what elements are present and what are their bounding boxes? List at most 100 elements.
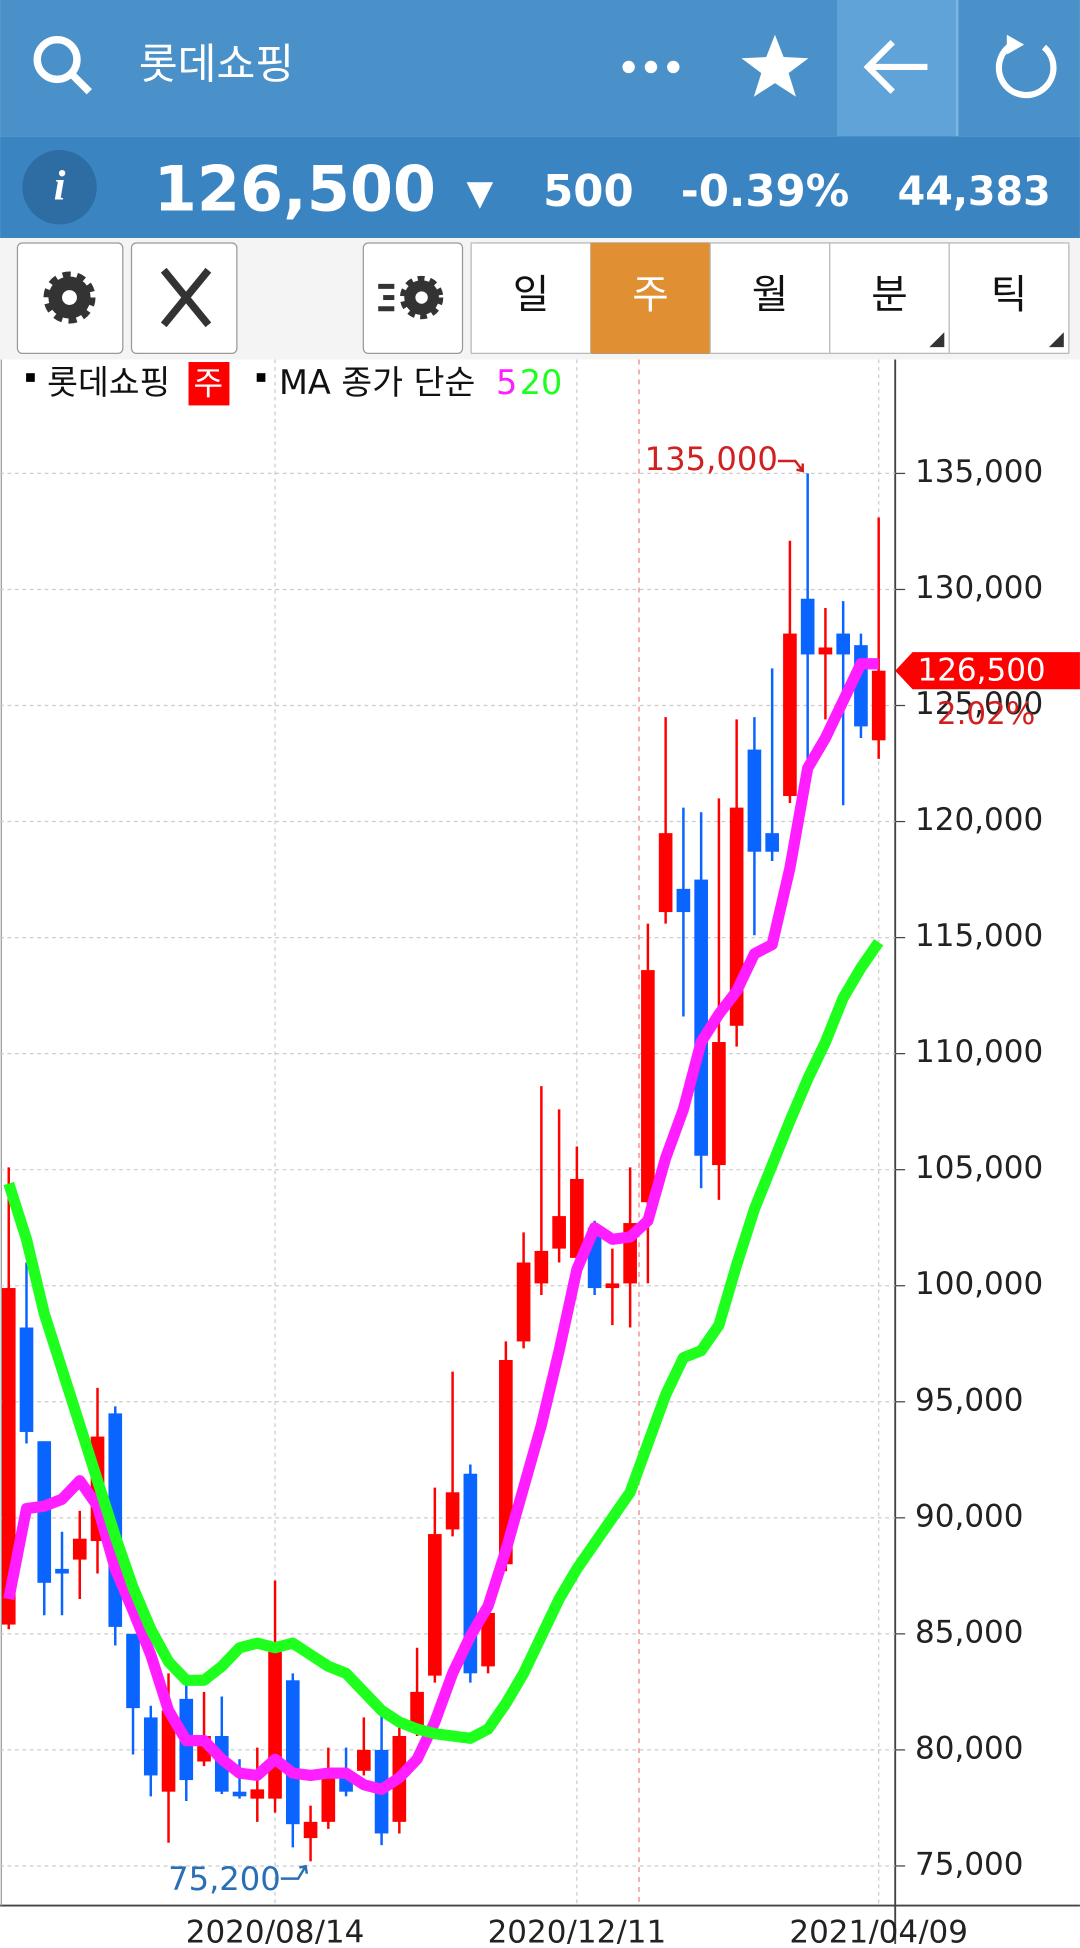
y-tick-label: 105,000 [915,1150,1043,1186]
search-icon[interactable] [33,35,92,95]
candle-body [285,1680,300,1825]
candle-body [481,1612,495,1667]
candle-body [250,1789,265,1799]
candle-body [410,1691,424,1730]
y-tick-label: 130,000 [915,570,1043,606]
candle-body [747,749,762,852]
volume: 44,383 [898,169,1051,215]
info-icon: i [54,162,66,209]
candle-body [712,1042,726,1166]
y-tick-label: 115,000 [915,918,1043,954]
candle-body [836,633,850,655]
y-tick-label: 110,000 [915,1034,1043,1070]
tab-label: 월 [752,272,788,318]
more-icon[interactable] [622,60,680,74]
candle-body [499,1360,513,1565]
tab-corner [1048,332,1064,348]
y-tick-label: 85,000 [915,1614,1023,1650]
period-badge-text: 주 [194,365,224,403]
ma-line [3,658,879,1795]
candle-body [321,1775,336,1822]
candle-body [303,1821,318,1839]
high-annotation: 135,000 [645,440,778,478]
candle-body [818,647,833,655]
tab[interactable] [829,242,950,354]
ma-label: MA 종가 단순 [279,363,475,402]
tab-label: 일 [513,272,549,318]
y-tick-label: 125,000 [915,686,1043,722]
x-tick-label: 2020/12/11 [488,1915,667,1944]
refresh-icon[interactable] [995,42,1057,99]
tab-label: 분 [871,272,907,318]
candle-body [694,879,708,1156]
candle-body [800,598,815,655]
candle-body [126,1633,140,1709]
x-tick-label: 2021/04/09 [789,1915,968,1944]
candle-body [534,1250,549,1284]
tab-label: 틱 [991,272,1027,318]
x-tick-label: 2020/08/14 [186,1915,365,1944]
low-annotation: 75,200 [168,1860,281,1898]
candle-body [605,1283,620,1289]
candle-body [72,1538,87,1560]
candle-body [55,1568,69,1574]
candle-body [37,1441,52,1583]
y-tick-label: 95,000 [915,1382,1023,1418]
change-pct: -0.39% [681,167,849,217]
candle-body [783,633,797,797]
price-tag-label: 126,500 [918,652,1046,688]
candle-body [641,970,655,1203]
tab-corner [929,332,945,348]
y-tick-label: 75,000 [915,1846,1023,1882]
price: 126,500 [154,152,436,225]
legend-name: 롯데쇼핑 [47,363,170,402]
tab[interactable] [470,242,592,354]
candle-body [268,1650,282,1799]
price-tag [895,652,1080,690]
legend-ma: 5 [496,363,517,402]
period-badge [188,362,230,406]
legend-ma: 20 [520,363,563,402]
tab[interactable] [590,243,711,354]
info-button[interactable] [22,150,97,225]
y-tick-label: 100,000 [915,1266,1043,1302]
low-arrow [280,1864,309,1880]
legend-marker [26,373,35,382]
candle-body [516,1262,531,1342]
stock-title: 롯데쇼핑 [139,39,294,88]
tab-label: 주 [632,272,668,318]
refresh-arrow [1006,34,1025,55]
gear-icon [43,271,96,324]
price-tag-change: 2.02% [937,696,1035,732]
high-arrow [777,459,804,473]
y-tick-label: 90,000 [915,1498,1023,1534]
ma-line [3,939,884,1744]
quote-bar [0,136,1080,239]
candle-body [428,1534,442,1676]
candle-body [676,888,691,913]
legend-marker [256,373,266,382]
candle-body [765,833,779,852]
y-tick-label: 80,000 [915,1730,1023,1766]
candle-body [658,833,673,913]
change: 500 [543,167,634,217]
candle-body [161,1710,176,1792]
direction: ▼ [467,174,494,214]
candle-body [871,670,886,741]
candle-body [445,1492,460,1530]
tools-icon [160,267,212,328]
back-icon [863,39,928,94]
candle-body [357,1749,371,1771]
candle-body [143,1717,158,1776]
candle-body [232,1791,247,1797]
tab[interactable] [948,242,1070,354]
candle-body [1,1288,16,1625]
favorite-icon[interactable] [741,34,809,97]
candle-body [552,1216,566,1249]
candle-body [570,1178,584,1258]
indicator-icon [378,275,444,320]
candle-body [19,1327,34,1432]
y-tick-label: 120,000 [915,802,1043,838]
y-tick-label: 135,000 [915,454,1043,490]
